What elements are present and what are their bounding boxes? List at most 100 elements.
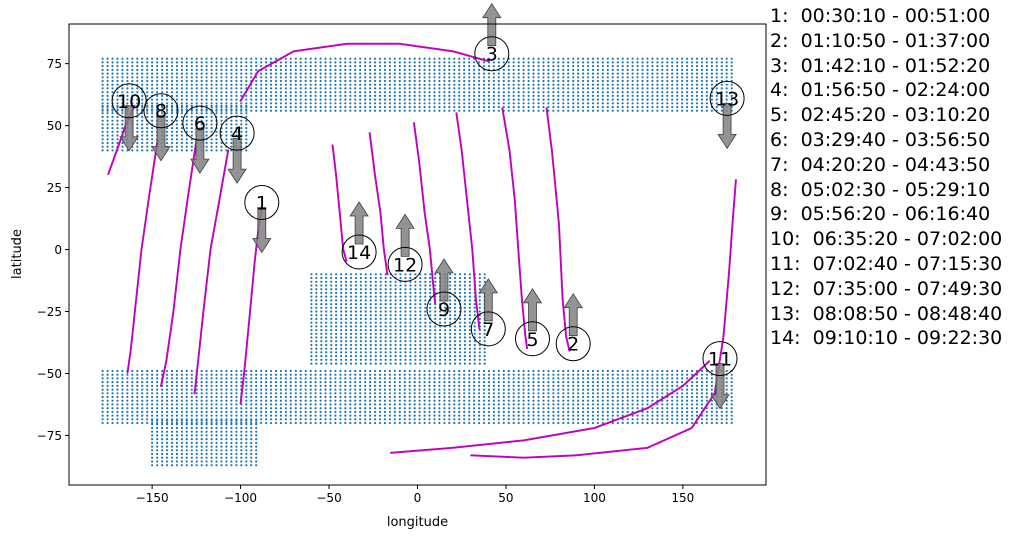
- coverage-point: [636, 87, 639, 90]
- coverage-point: [428, 410, 431, 413]
- coverage-point: [354, 399, 357, 402]
- coverage-point: [340, 336, 343, 339]
- coverage-point: [700, 381, 704, 384]
- coverage-point: [409, 332, 412, 335]
- coverage-point: [403, 373, 406, 376]
- coverage-point: [383, 381, 386, 384]
- coverage-point: [146, 94, 149, 97]
- coverage-point: [715, 105, 718, 109]
- coverage-point: [284, 87, 287, 90]
- coverage-point: [354, 355, 357, 358]
- coverage-point: [527, 392, 530, 395]
- coverage-point: [527, 381, 530, 384]
- coverage-point: [359, 362, 362, 365]
- coverage-point: [557, 65, 560, 68]
- coverage-point: [661, 83, 664, 86]
- coverage-point: [369, 102, 372, 105]
- coverage-point: [136, 91, 139, 94]
- coverage-point: [255, 94, 258, 97]
- coverage-point: [106, 112, 109, 115]
- coverage-point: [492, 65, 495, 68]
- coverage-point: [320, 332, 323, 335]
- coverage-point: [700, 83, 704, 86]
- coverage-point: [557, 418, 560, 421]
- coverage-point: [596, 399, 600, 402]
- coverage-point: [715, 421, 718, 425]
- coverage-point: [458, 321, 462, 324]
- coverage-point: [720, 87, 723, 90]
- coverage-point: [200, 119, 203, 122]
- coverage-point: [404, 310, 407, 313]
- coverage-point: [161, 76, 164, 79]
- coverage-point: [428, 102, 431, 105]
- coverage-point: [497, 410, 500, 413]
- coverage-point: [329, 102, 332, 105]
- coverage-point: [156, 410, 159, 413]
- coverage-point: [473, 392, 476, 395]
- coverage-point: [379, 325, 382, 328]
- coverage-point: [567, 57, 570, 60]
- coverage-point: [161, 388, 164, 391]
- coverage-point: [369, 395, 372, 399]
- coverage-point: [403, 61, 406, 64]
- coverage-point: [433, 373, 436, 376]
- coverage-point: [582, 98, 585, 101]
- coverage-point: [161, 410, 164, 413]
- coverage-point: [507, 105, 510, 109]
- coverage-point: [364, 340, 367, 343]
- coverage-point: [220, 108, 223, 111]
- coverage-point: [517, 377, 520, 380]
- coverage-point: [522, 392, 525, 395]
- coverage-point: [686, 57, 689, 60]
- coverage-point: [695, 414, 699, 417]
- coverage-point: [552, 98, 555, 101]
- coverage-point: [562, 109, 565, 112]
- coverage-point: [423, 395, 426, 399]
- coverage-point: [443, 410, 446, 413]
- coverage-point: [369, 358, 372, 361]
- coverage-point: [557, 102, 560, 105]
- coverage-point: [404, 321, 407, 324]
- coverage-point: [596, 377, 600, 380]
- coverage-point: [621, 94, 624, 97]
- coverage-point: [403, 76, 406, 79]
- coverage-point: [424, 284, 427, 287]
- coverage-point: [274, 94, 278, 97]
- coverage-point: [294, 105, 297, 109]
- coverage-point: [156, 79, 159, 83]
- coverage-point: [146, 373, 149, 376]
- coverage-point: [434, 347, 437, 350]
- coverage-point: [403, 65, 406, 68]
- coverage-point: [175, 127, 178, 130]
- coverage-point: [434, 336, 437, 339]
- coverage-point: [458, 343, 462, 347]
- coverage-point: [250, 94, 253, 97]
- coverage-point: [319, 94, 322, 97]
- coverage-point: [121, 104, 124, 107]
- coverage-point: [606, 105, 609, 109]
- coverage-point: [586, 399, 590, 402]
- coverage-point: [170, 112, 174, 115]
- coverage-point: [111, 130, 114, 133]
- coverage-point: [245, 384, 248, 387]
- coverage-point: [329, 399, 332, 402]
- coverage-point: [141, 388, 144, 391]
- coverage-point: [349, 377, 352, 380]
- coverage-point: [161, 79, 164, 83]
- coverage-point: [269, 410, 273, 413]
- coverage-point: [572, 87, 575, 90]
- coverage-point: [502, 414, 505, 417]
- coverage-point: [151, 388, 154, 391]
- coverage-point: [156, 388, 159, 391]
- coverage-point: [458, 395, 461, 399]
- coverage-point: [146, 421, 149, 425]
- coverage-point: [646, 72, 649, 75]
- coverage-point: [101, 145, 104, 148]
- coverage-point: [695, 392, 699, 395]
- coverage-point: [335, 317, 338, 320]
- coverage-point: [428, 381, 431, 384]
- coverage-point: [423, 102, 426, 105]
- coverage-point: [126, 98, 129, 101]
- coverage-point: [393, 87, 396, 90]
- coverage-point: [315, 276, 318, 280]
